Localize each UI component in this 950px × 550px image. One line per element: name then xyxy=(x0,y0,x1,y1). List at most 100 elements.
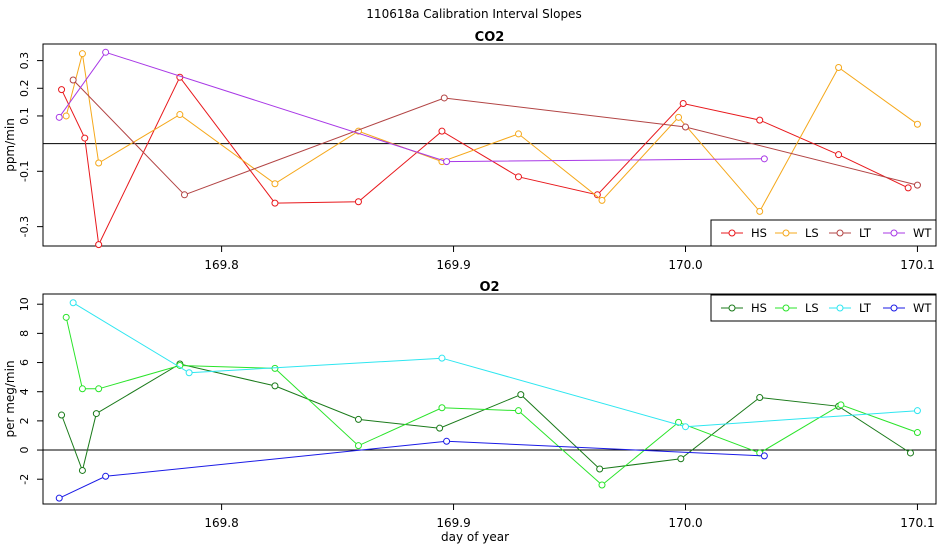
data-point-ls xyxy=(598,481,606,489)
data-point-hs xyxy=(517,391,525,399)
data-point-ls xyxy=(913,429,921,437)
data-point-hs xyxy=(58,411,66,419)
data-point-hs xyxy=(756,116,764,124)
y-tick-label: 6 xyxy=(18,359,31,366)
legend-swatch-marker xyxy=(836,229,844,237)
data-point-hs xyxy=(58,86,66,94)
data-point-lt xyxy=(913,407,921,415)
data-point-wt xyxy=(55,494,63,502)
legend-swatch-marker xyxy=(728,229,736,237)
data-point-ls xyxy=(598,196,606,204)
legend-label-lt: LT xyxy=(859,301,872,315)
data-point-ls xyxy=(95,385,103,393)
series-line-lt xyxy=(72,79,918,196)
data-point-ls xyxy=(78,385,86,393)
data-point-wt xyxy=(443,158,451,166)
data-point-ls xyxy=(176,111,184,119)
data-point-hs xyxy=(354,415,362,423)
data-point-lt xyxy=(913,181,921,189)
data-point-wt xyxy=(102,472,110,480)
co2-panel: CO2 ppm/min 0.3 0.2 0.1 -0.1 -0.3 169.8 169.9 170… xyxy=(3,30,937,272)
data-point-wt xyxy=(443,437,451,445)
data-point-hs xyxy=(904,184,912,192)
legend-label-ls: LS xyxy=(805,226,819,240)
series-line-wt xyxy=(58,440,765,499)
x-axis-label: day of year xyxy=(441,530,509,544)
data-point-ls xyxy=(62,313,70,321)
data-point-hs xyxy=(679,99,687,107)
legend-swatch-marker xyxy=(890,229,898,237)
data-point-hs xyxy=(354,198,362,206)
data-point-lt xyxy=(438,354,446,362)
data-point-hs xyxy=(78,466,86,474)
x-tick-label: 169.9 xyxy=(436,258,470,272)
data-point-lt xyxy=(69,299,77,307)
data-point-ls xyxy=(837,401,845,409)
y-tick-label: -2 xyxy=(18,474,31,485)
y-axis-label: per meg/min xyxy=(3,360,17,437)
data-point-ls xyxy=(62,112,70,120)
y-axis-label: ppm/min xyxy=(3,118,17,172)
data-point-hs xyxy=(677,455,685,463)
plot-frame xyxy=(42,43,937,247)
data-point-lt xyxy=(440,94,448,102)
legend-swatch-marker xyxy=(782,229,790,237)
series-line-wt xyxy=(58,51,765,163)
legend-label-wt: WT xyxy=(913,226,932,240)
data-point-lt xyxy=(681,123,689,131)
data-point-ls xyxy=(271,180,279,188)
data-point-ls xyxy=(675,113,683,121)
x-tick-label: 170.0 xyxy=(668,516,702,530)
y-tick-label: 2 xyxy=(18,417,31,424)
data-point-hs xyxy=(756,394,764,402)
data-point-hs xyxy=(81,134,89,142)
data-point-hs xyxy=(95,241,103,249)
data-point-hs xyxy=(906,449,914,457)
data-point-lt xyxy=(681,423,689,431)
y-tick-label: -0.3 xyxy=(18,216,31,237)
data-point-ls xyxy=(835,64,843,72)
data-point-hs xyxy=(271,199,279,207)
legend-swatch-marker xyxy=(890,304,898,312)
data-point-hs xyxy=(436,424,444,432)
data-point-lt xyxy=(185,369,193,377)
data-point-lt xyxy=(69,76,77,84)
data-point-wt xyxy=(760,155,768,163)
data-point-hs xyxy=(92,410,100,418)
data-point-ls xyxy=(438,404,446,412)
x-tick-label: 170.1 xyxy=(900,258,934,272)
data-point-hs xyxy=(438,127,446,135)
x-tick-label: 170.0 xyxy=(668,258,702,272)
panel-title: CO2 xyxy=(475,30,505,45)
data-point-wt xyxy=(760,452,768,460)
figure-title: 110618a Calibration Interval Slopes xyxy=(366,7,581,21)
x-tick-label: 169.8 xyxy=(204,516,238,530)
legend-label-hs: HS xyxy=(751,226,767,240)
panel-title: O2 xyxy=(479,280,499,295)
x-tick-label: 170.1 xyxy=(900,516,934,530)
data-point-wt xyxy=(102,48,110,56)
x-tick-label: 169.8 xyxy=(204,258,238,272)
legend-swatch-marker xyxy=(836,304,844,312)
y-tick-label: -0.1 xyxy=(18,161,31,182)
data-point-hs xyxy=(271,382,279,390)
data-point-hs xyxy=(514,173,522,181)
data-point-ls xyxy=(78,50,86,58)
y-tick-label: 4 xyxy=(18,388,31,395)
data-point-ls xyxy=(756,207,764,215)
series-line-hs xyxy=(61,363,911,473)
data-point-wt xyxy=(55,113,63,121)
data-point-ls xyxy=(514,130,522,138)
o2-panel: O2 per meg/min 10 8 6 4 2 0 -2 169.8 169.9 170.0 170… xyxy=(3,280,937,530)
legend-label-lt: LT xyxy=(859,226,872,240)
y-tick-label: 0 xyxy=(18,447,31,454)
data-point-hs xyxy=(835,151,843,159)
y-tick-label: 8 xyxy=(18,330,31,337)
y-tick-label: 0.1 xyxy=(18,107,31,125)
legend-label-hs: HS xyxy=(751,301,767,315)
y-tick-label: 0.3 xyxy=(18,52,31,69)
plot-frame xyxy=(42,293,937,505)
series-line-ls xyxy=(65,53,918,213)
legend-label-ls: LS xyxy=(805,301,819,315)
